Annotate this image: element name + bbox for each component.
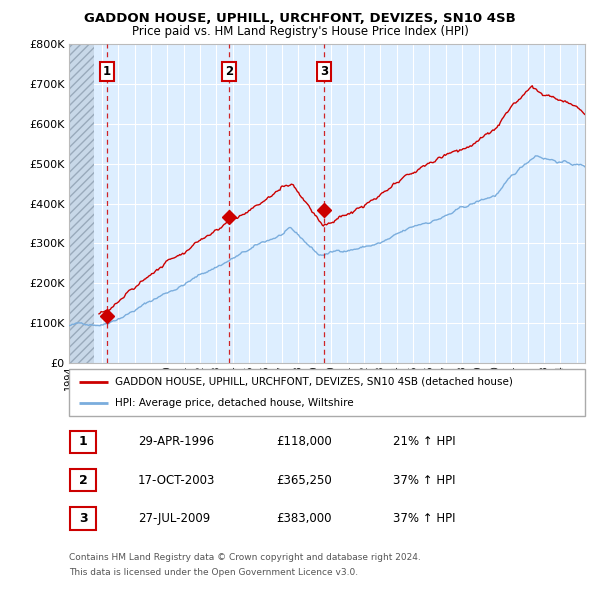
- Text: HPI: Average price, detached house, Wiltshire: HPI: Average price, detached house, Wilt…: [115, 398, 354, 408]
- Text: 37% ↑ HPI: 37% ↑ HPI: [393, 512, 455, 525]
- FancyBboxPatch shape: [70, 469, 97, 491]
- Text: 29-APR-1996: 29-APR-1996: [138, 435, 214, 448]
- Text: 27-JUL-2009: 27-JUL-2009: [138, 512, 210, 525]
- Text: Price paid vs. HM Land Registry's House Price Index (HPI): Price paid vs. HM Land Registry's House …: [131, 25, 469, 38]
- Text: 1: 1: [79, 435, 88, 448]
- Text: 2: 2: [226, 65, 233, 78]
- Text: 21% ↑ HPI: 21% ↑ HPI: [393, 435, 455, 448]
- Text: 3: 3: [320, 65, 328, 78]
- Text: This data is licensed under the Open Government Licence v3.0.: This data is licensed under the Open Gov…: [69, 568, 358, 577]
- Text: 3: 3: [79, 512, 88, 525]
- Text: 2: 2: [79, 474, 88, 487]
- Bar: [69, 44, 94, 363]
- Text: 17-OCT-2003: 17-OCT-2003: [138, 474, 215, 487]
- Text: GADDON HOUSE, UPHILL, URCHFONT, DEVIZES, SN10 4SB: GADDON HOUSE, UPHILL, URCHFONT, DEVIZES,…: [84, 12, 516, 25]
- Text: 1: 1: [103, 65, 111, 78]
- Text: £118,000: £118,000: [276, 435, 332, 448]
- FancyBboxPatch shape: [70, 431, 97, 453]
- Text: £383,000: £383,000: [276, 512, 331, 525]
- Text: Contains HM Land Registry data © Crown copyright and database right 2024.: Contains HM Land Registry data © Crown c…: [69, 553, 421, 562]
- Text: GADDON HOUSE, UPHILL, URCHFONT, DEVIZES, SN10 4SB (detached house): GADDON HOUSE, UPHILL, URCHFONT, DEVIZES,…: [115, 377, 514, 387]
- Text: £365,250: £365,250: [276, 474, 332, 487]
- Text: 37% ↑ HPI: 37% ↑ HPI: [393, 474, 455, 487]
- FancyBboxPatch shape: [69, 369, 585, 416]
- FancyBboxPatch shape: [70, 507, 97, 530]
